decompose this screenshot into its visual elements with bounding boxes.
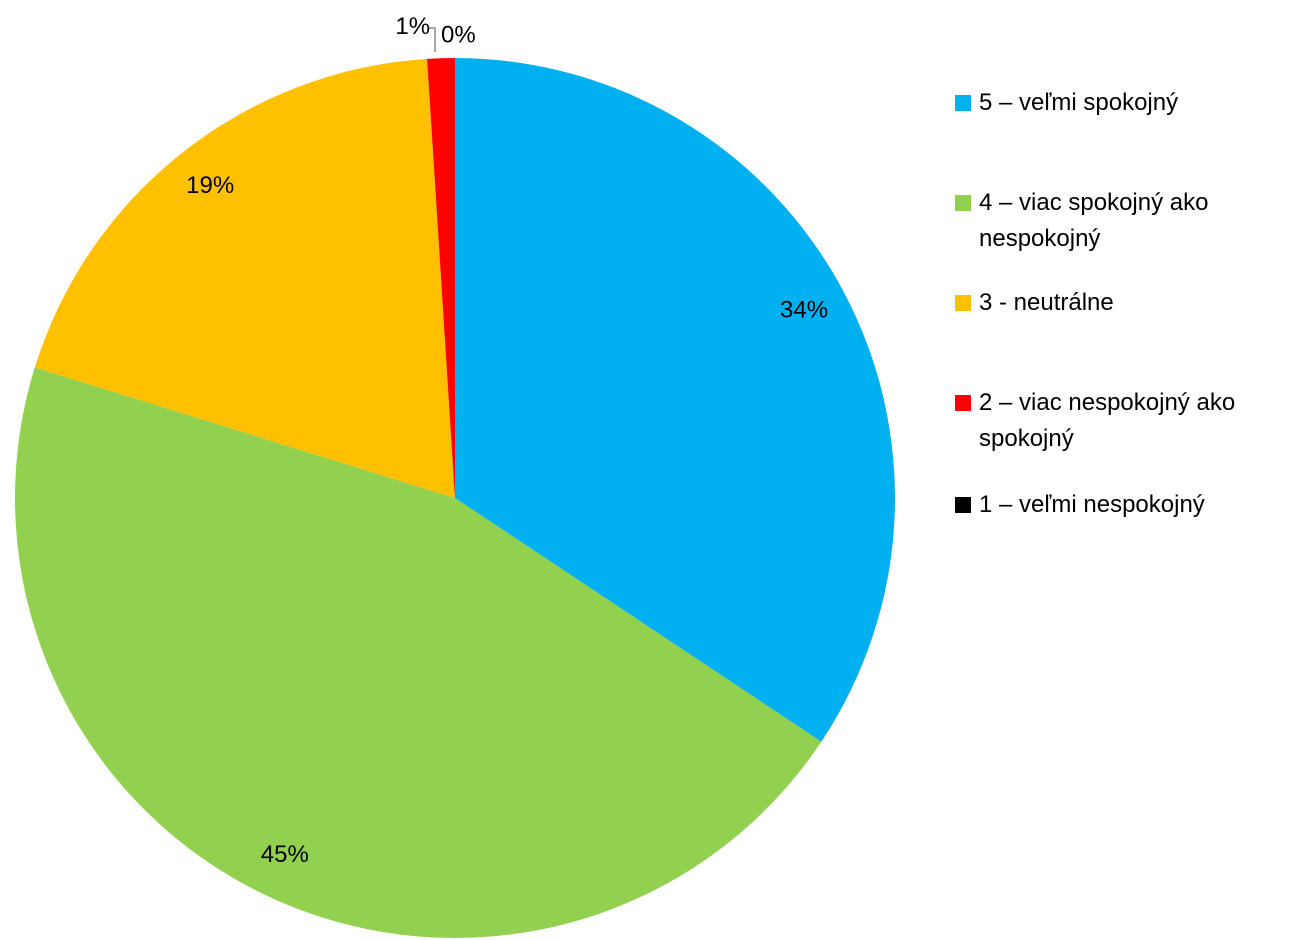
legend-label: 5 – veľmi spokojný [979, 89, 1179, 116]
legend-swatch [955, 395, 971, 411]
data-label: 1% [395, 13, 430, 40]
legend-swatch [955, 95, 971, 111]
legend-item: 1 – veľmi nespokojný [955, 487, 1285, 523]
pie-slice [427, 58, 455, 498]
data-label: 0% [441, 21, 476, 48]
data-label: 34% [780, 296, 828, 323]
legend-swatch [955, 295, 971, 311]
pie-slice [455, 58, 895, 742]
legend-item: 2 – viac nespokojný ako spokojný [955, 385, 1285, 457]
leader-line [429, 27, 436, 52]
legend-item: 3 - neutrálne [955, 285, 1285, 321]
legend-item: 5 – veľmi spokojný [955, 85, 1285, 121]
legend-swatch [955, 497, 971, 513]
legend-label: 2 – viac nespokojný ako spokojný [979, 389, 1236, 452]
legend-item: 4 – viac spokojný ako nespokojný [955, 185, 1285, 257]
pie-area: 34% 45% 19% 1% 0% [15, 13, 895, 938]
legend-swatch [955, 195, 971, 211]
legend-label: 3 - neutrálne [979, 289, 1114, 316]
data-label: 45% [261, 841, 309, 868]
data-label: 19% [186, 172, 234, 199]
pie-slice [34, 58, 455, 498]
legend-label: 4 – viac spokojný ako nespokojný [979, 189, 1209, 252]
pie-slice [15, 367, 822, 938]
legend-label: 1 – veľmi nespokojný [979, 491, 1205, 518]
